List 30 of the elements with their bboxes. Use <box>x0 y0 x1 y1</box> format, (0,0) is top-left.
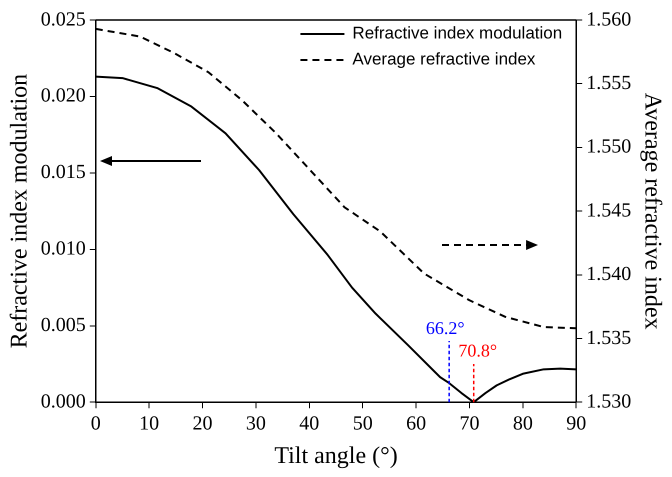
x-tick-label: 90 <box>566 412 586 434</box>
x-tick-label: 40 <box>299 412 320 434</box>
x-tick-label: 50 <box>352 412 373 434</box>
x-tick-label: 30 <box>246 412 266 434</box>
y2-tick-label: 1.530 <box>586 390 632 412</box>
y2-axis-title: Average refractive index <box>639 92 666 330</box>
x-tick-label: 60 <box>406 412 426 434</box>
y2-tick-label: 1.555 <box>586 72 632 94</box>
y-tick-label: 0.025 <box>40 8 86 30</box>
y-tick-label: 0.000 <box>40 390 86 412</box>
y2-tick-label: 1.535 <box>586 326 632 349</box>
y-tick-label: 0.005 <box>40 314 86 336</box>
y2-tick-label: 1.540 <box>586 263 632 286</box>
legend-label: Refractive index modulation <box>352 24 562 43</box>
x-axis-title: Tilt angle (°) <box>274 442 398 469</box>
y-axis-title: Refractive index modulation <box>6 74 33 348</box>
y-tick-label: 0.015 <box>40 161 86 184</box>
y-tick-label: 0.020 <box>40 84 86 107</box>
ref-line-label: 66.2° <box>426 318 465 338</box>
y2-tick-label: 1.545 <box>586 199 632 222</box>
y2-tick-label: 1.550 <box>586 136 632 158</box>
ref-line-label: 70.8° <box>458 340 498 361</box>
x-tick-label: 80 <box>512 412 533 434</box>
y-tick-label: 0.010 <box>40 238 86 260</box>
y2-tick-label: 1.560 <box>586 8 632 30</box>
x-tick-label: 0 <box>90 412 101 434</box>
x-tick-label: 70 <box>459 412 480 434</box>
x-tick-label: 20 <box>192 412 213 434</box>
legend-label: Average refractive index <box>352 50 536 69</box>
x-tick-label: 10 <box>139 412 160 434</box>
